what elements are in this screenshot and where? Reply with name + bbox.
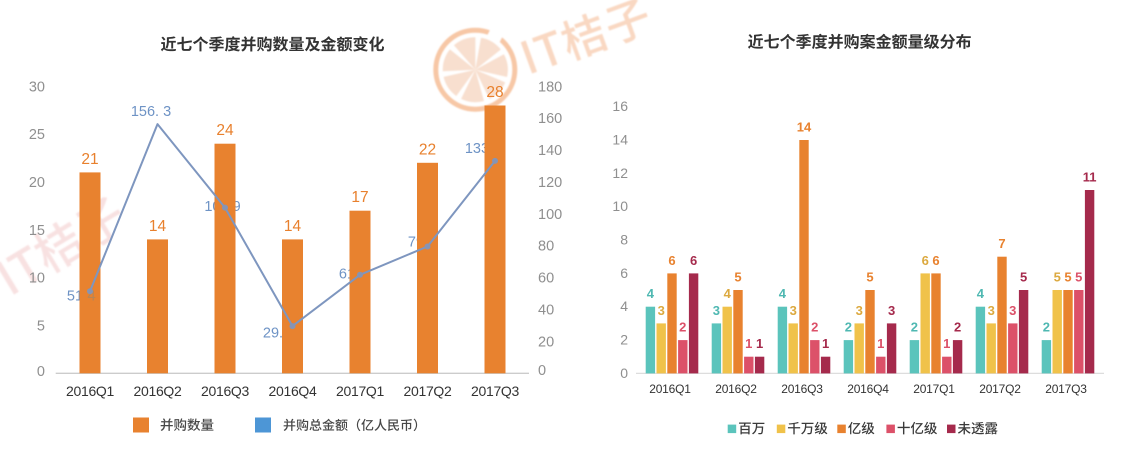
svg-text:0: 0 (37, 364, 45, 380)
svg-text:2017Q1: 2017Q1 (913, 382, 955, 396)
svg-text:2016Q2: 2016Q2 (715, 382, 757, 396)
svg-text:3: 3 (856, 303, 863, 318)
svg-text:2016Q3: 2016Q3 (201, 383, 250, 399)
svg-text:5: 5 (734, 270, 741, 285)
svg-text:6: 6 (922, 253, 929, 268)
svg-text:14: 14 (797, 120, 812, 135)
svg-text:25: 25 (29, 127, 45, 143)
svg-text:2017Q3: 2017Q3 (471, 383, 520, 399)
svg-text:6: 6 (690, 253, 697, 268)
svg-text:6: 6 (932, 253, 939, 268)
svg-text:1: 1 (756, 336, 763, 351)
svg-text:2017Q2: 2017Q2 (403, 383, 452, 399)
svg-text:2017Q3: 2017Q3 (1045, 382, 1087, 396)
svg-text:11: 11 (1083, 170, 1097, 185)
svg-text:2: 2 (679, 320, 686, 335)
svg-text:10: 10 (29, 271, 45, 287)
svg-text:60: 60 (538, 271, 554, 287)
svg-text:0: 0 (538, 363, 546, 379)
svg-text:5: 5 (1054, 270, 1061, 285)
svg-text:3: 3 (790, 303, 797, 318)
svg-text:14: 14 (284, 218, 302, 235)
svg-text:2: 2 (954, 320, 961, 335)
svg-text:3: 3 (988, 303, 995, 318)
svg-text:14: 14 (612, 132, 628, 148)
svg-text:4: 4 (977, 286, 985, 301)
svg-text:2: 2 (845, 320, 852, 335)
svg-text:3: 3 (1009, 303, 1016, 318)
svg-text:8: 8 (620, 232, 628, 248)
svg-text:160: 160 (538, 111, 562, 127)
svg-text:2017Q1: 2017Q1 (336, 383, 385, 399)
svg-text:21: 21 (81, 151, 98, 168)
svg-text:0: 0 (620, 365, 628, 381)
svg-text:4: 4 (779, 286, 787, 301)
svg-text:120: 120 (538, 175, 562, 191)
svg-text:3: 3 (713, 303, 720, 318)
svg-text:22: 22 (419, 141, 436, 158)
svg-text:10: 10 (612, 198, 628, 214)
svg-text:140: 140 (538, 143, 562, 159)
svg-text:5: 5 (1020, 270, 1027, 285)
svg-text:20: 20 (29, 175, 45, 191)
svg-text:2016Q4: 2016Q4 (847, 382, 889, 396)
svg-text:3: 3 (658, 303, 665, 318)
svg-text:2016Q4: 2016Q4 (268, 383, 317, 399)
svg-text:5: 5 (1075, 270, 1082, 285)
svg-text:40: 40 (538, 303, 554, 319)
svg-text:2: 2 (620, 332, 628, 348)
svg-text:4: 4 (724, 286, 732, 301)
svg-text:7: 7 (998, 236, 1005, 251)
svg-text:20: 20 (538, 334, 554, 350)
svg-text:5: 5 (1064, 270, 1071, 285)
svg-text:17: 17 (351, 189, 368, 206)
svg-text:2: 2 (1043, 320, 1050, 335)
svg-text:4: 4 (87, 288, 95, 305)
svg-text:180: 180 (538, 79, 562, 95)
svg-text:2016Q2: 2016Q2 (133, 383, 182, 399)
svg-text:5: 5 (866, 270, 873, 285)
svg-text:1: 1 (745, 336, 752, 351)
svg-text:16: 16 (612, 98, 628, 114)
svg-text:100: 100 (538, 207, 562, 223)
svg-text:2016Q3: 2016Q3 (781, 382, 823, 396)
svg-text:14: 14 (149, 218, 167, 235)
svg-text:15: 15 (29, 223, 45, 239)
svg-text:6: 6 (620, 265, 628, 281)
svg-text:6: 6 (668, 253, 675, 268)
svg-text:28: 28 (486, 84, 503, 101)
svg-text:2017Q2: 2017Q2 (979, 382, 1021, 396)
svg-text:2016Q1: 2016Q1 (66, 383, 115, 399)
svg-text:1: 1 (822, 336, 829, 351)
svg-text:4: 4 (647, 286, 655, 301)
svg-text:2016Q1: 2016Q1 (649, 382, 691, 396)
svg-text:5: 5 (37, 319, 45, 335)
svg-text:4: 4 (620, 298, 628, 314)
svg-text:3: 3 (888, 303, 895, 318)
svg-text:156. 3: 156. 3 (131, 104, 171, 120)
svg-text:1: 1 (943, 336, 950, 351)
svg-text:2: 2 (911, 320, 918, 335)
svg-text:30: 30 (29, 79, 45, 95)
svg-text:24: 24 (216, 122, 234, 139)
svg-text:2: 2 (811, 320, 818, 335)
svg-text:12: 12 (612, 165, 628, 181)
svg-text:1: 1 (877, 336, 884, 351)
svg-text:80: 80 (538, 239, 554, 255)
